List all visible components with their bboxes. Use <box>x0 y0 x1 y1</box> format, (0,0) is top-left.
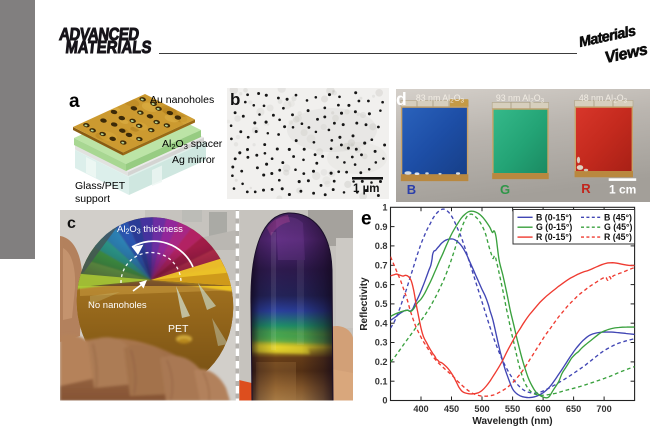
svg-text:support: support <box>75 193 110 205</box>
svg-text:R (0-15°): R (0-15°) <box>536 232 572 242</box>
svg-text:G (45°): G (45°) <box>604 222 633 232</box>
svg-text:a: a <box>69 91 80 112</box>
svg-text:600: 600 <box>535 404 550 414</box>
svg-text:0.8: 0.8 <box>375 241 388 251</box>
svg-text:e: e <box>361 209 372 230</box>
svg-text:0.3: 0.3 <box>375 338 388 348</box>
svg-text:450: 450 <box>444 404 459 414</box>
svg-text:0.6: 0.6 <box>375 280 388 290</box>
svg-text:400: 400 <box>413 404 428 414</box>
svg-text:1 cm: 1 cm <box>609 183 636 197</box>
svg-text:PET: PET <box>168 323 189 335</box>
svg-text:B (0-15°): B (0-15°) <box>536 212 572 222</box>
svg-text:0.7: 0.7 <box>375 261 388 271</box>
svg-text:650: 650 <box>566 404 581 414</box>
svg-text:B: B <box>407 182 416 197</box>
svg-text:c: c <box>67 215 76 232</box>
svg-text:Al2O3 thickness: Al2O3 thickness <box>117 224 183 236</box>
svg-text:0.5: 0.5 <box>375 299 388 309</box>
svg-text:Views: Views <box>603 41 649 67</box>
svg-text:0.9: 0.9 <box>375 222 388 232</box>
svg-text:G (0-15°): G (0-15°) <box>536 222 572 232</box>
svg-text:Reflectivity: Reflectivity <box>359 277 370 331</box>
svg-text:G: G <box>500 182 510 197</box>
svg-text:550: 550 <box>505 404 520 414</box>
svg-text:0: 0 <box>382 396 387 406</box>
svg-text:0.4: 0.4 <box>375 318 389 328</box>
svg-text:R: R <box>581 181 591 196</box>
svg-text:48 nm Al2O3: 48 nm Al2O3 <box>579 93 628 105</box>
svg-text:0.1: 0.1 <box>375 376 388 386</box>
svg-text:d: d <box>396 89 407 109</box>
svg-text:b: b <box>230 90 240 109</box>
svg-text:83 nm Al2O3: 83 nm Al2O3 <box>416 93 465 105</box>
svg-text:Au nanoholes: Au nanoholes <box>150 94 214 106</box>
svg-text:Wavelength (nm): Wavelength (nm) <box>472 416 552 427</box>
svg-text:1: 1 <box>382 203 387 213</box>
svg-text:Ag mirror: Ag mirror <box>172 154 216 166</box>
svg-text:Al2O3 spacer: Al2O3 spacer <box>162 138 223 151</box>
svg-text:0.2: 0.2 <box>375 357 388 367</box>
svg-text:B (45°): B (45°) <box>604 212 632 222</box>
svg-text:700: 700 <box>596 404 611 414</box>
svg-text:500: 500 <box>474 404 489 414</box>
svg-text:No nanoholes: No nanoholes <box>88 300 147 311</box>
svg-text:1 µm: 1 µm <box>353 183 379 195</box>
svg-text:Glass/PET: Glass/PET <box>75 180 126 192</box>
svg-text:93 nm Al2O3: 93 nm Al2O3 <box>496 93 545 105</box>
svg-text:R (45°): R (45°) <box>604 232 632 242</box>
